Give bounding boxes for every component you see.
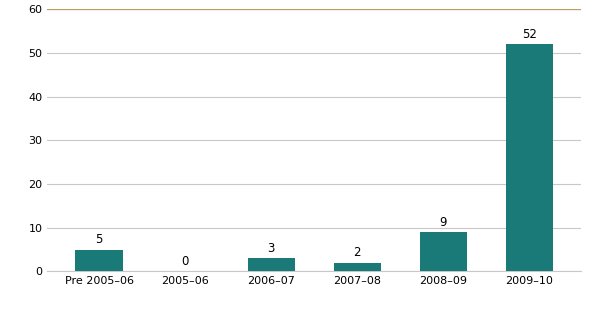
Bar <box>420 232 467 271</box>
Text: 52: 52 <box>522 28 537 41</box>
Text: 2: 2 <box>353 246 361 259</box>
Text: 9: 9 <box>439 216 447 229</box>
Text: 0: 0 <box>181 255 189 268</box>
Text: 5: 5 <box>95 233 103 246</box>
Bar <box>334 263 381 271</box>
Bar <box>75 250 123 271</box>
Text: 3: 3 <box>267 242 275 255</box>
Bar <box>506 44 553 271</box>
Bar <box>248 258 295 271</box>
